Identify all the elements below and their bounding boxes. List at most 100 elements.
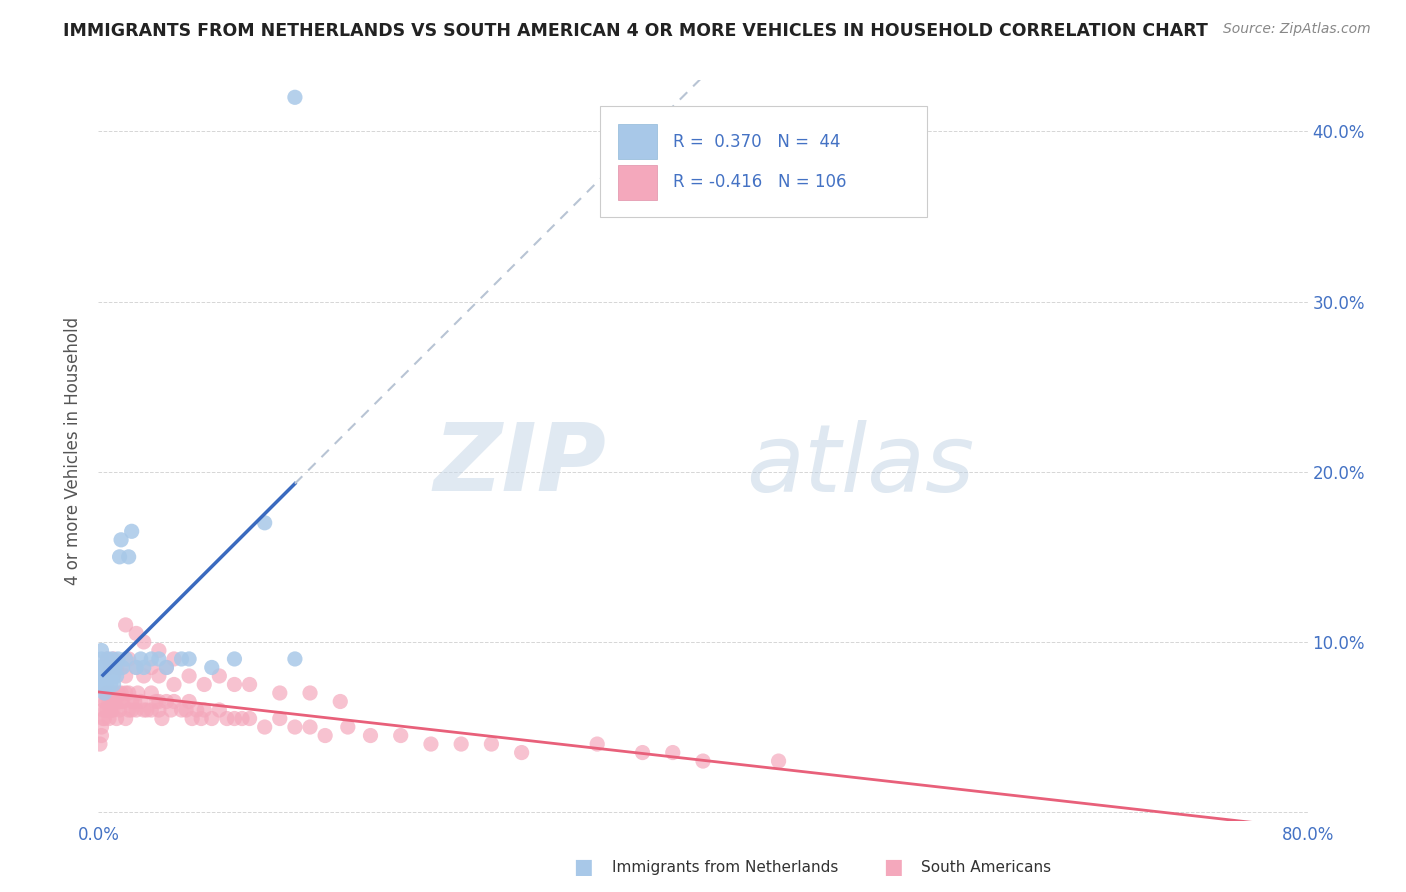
Point [163,677,186,691]
Point [94,686,117,700]
Point [186,703,208,717]
Point [299,720,322,734]
Point [89,677,111,691]
Point [224,712,246,726]
Point [145,694,167,708]
Point [110,694,132,708]
Point [148,669,170,683]
Point [208,703,231,717]
Point [110,660,132,674]
Point [481,737,503,751]
Point [450,737,472,751]
Point [215,712,238,726]
Point [163,694,186,708]
Text: ZIP: ZIP [433,419,606,511]
Point [100,660,122,674]
Point [269,712,291,726]
Point [93,669,115,683]
Point [148,643,170,657]
Point [125,626,148,640]
Point [150,712,173,726]
Point [114,669,136,683]
Point [105,669,128,683]
Point [239,677,262,691]
Point [98,694,121,708]
Point [107,652,129,666]
Point [89,660,111,674]
Point [190,712,212,726]
Point [93,694,115,708]
Y-axis label: 4 or more Vehicles in Household: 4 or more Vehicles in Household [65,317,83,584]
Point [101,660,124,674]
Point [96,652,118,666]
Point [121,703,143,717]
Point [224,677,246,691]
Point [96,686,118,700]
Point [96,703,118,717]
Point [114,686,136,700]
Point [129,652,152,666]
Point [118,703,141,717]
Point [132,669,155,683]
Point [96,652,118,666]
Point [93,686,115,700]
Point [101,652,124,666]
Point [100,669,122,683]
Point [253,516,276,530]
Point [586,737,609,751]
Point [94,660,117,674]
Point [100,686,122,700]
Point [420,737,443,751]
Text: ■: ■ [574,857,593,877]
Point [108,549,131,564]
Point [170,652,193,666]
Text: R =  0.370   N =  44: R = 0.370 N = 44 [672,133,841,151]
Point [132,635,155,649]
FancyBboxPatch shape [619,165,657,200]
Point [125,703,148,717]
Point [105,694,128,708]
Point [269,686,291,700]
Text: ■: ■ [883,857,903,877]
Point [91,712,114,726]
Point [101,703,124,717]
Point [141,652,163,666]
Point [201,712,224,726]
Point [110,533,132,547]
Point [105,712,128,726]
Point [91,669,114,683]
Point [208,669,231,683]
Point [94,703,117,717]
Point [103,669,125,683]
Point [111,694,134,708]
Point [284,720,307,734]
Point [91,677,114,691]
Point [90,643,112,657]
Point [114,712,136,726]
Point [107,686,129,700]
Point [93,712,115,726]
Point [127,686,149,700]
Point [98,669,121,683]
Point [284,90,307,104]
Point [104,694,127,708]
Text: IMMIGRANTS FROM NETHERLANDS VS SOUTH AMERICAN 4 OR MORE VEHICLES IN HOUSEHOLD CO: IMMIGRANTS FROM NETHERLANDS VS SOUTH AME… [63,22,1208,40]
Point [329,694,352,708]
Point [336,720,359,734]
Point [389,729,412,743]
Point [94,669,117,683]
Point [239,712,262,726]
Point [104,660,127,674]
Point [103,677,125,691]
Point [96,669,118,683]
Point [141,703,163,717]
Point [148,703,170,717]
Point [129,694,152,708]
Point [103,686,125,700]
Point [90,652,112,666]
Point [100,677,122,691]
Point [155,660,177,674]
Point [224,652,246,666]
Point [124,694,146,708]
Point [179,652,201,666]
